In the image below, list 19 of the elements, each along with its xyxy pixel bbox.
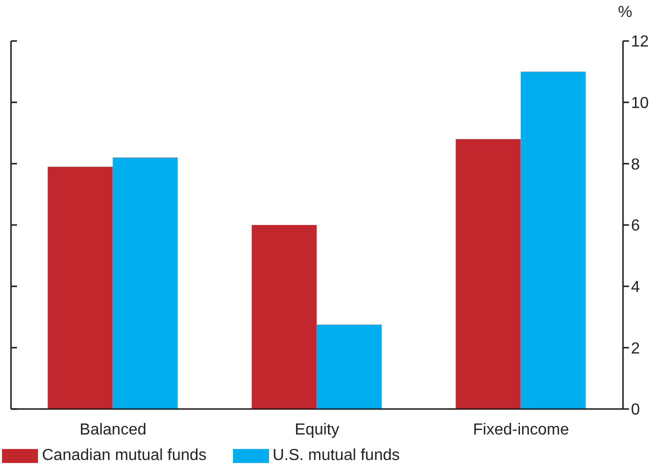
- x-tick-label: Balanced: [80, 421, 146, 438]
- y-axis-title: %: [618, 4, 632, 22]
- x-tick-label: Equity: [294, 421, 340, 438]
- legend-label: U.S. mutual funds: [272, 447, 400, 465]
- y-tick-label: 4: [631, 279, 640, 296]
- bar: [520, 72, 586, 409]
- y-tick-label: 2: [631, 340, 640, 358]
- y-tick-label: 6: [631, 218, 640, 235]
- y-tick-label: 0: [631, 402, 640, 419]
- bar: [48, 166, 113, 409]
- bar: [456, 139, 521, 409]
- bar: [112, 158, 178, 409]
- y-tick-label: 8: [631, 156, 640, 174]
- y-tick-label: 10: [631, 95, 649, 112]
- bar: [252, 225, 317, 409]
- x-tick-label: Fixed-income: [472, 421, 570, 438]
- legend-label: Canadian mutual funds: [42, 447, 207, 465]
- y-tick-label: 12: [631, 34, 649, 51]
- bar: [316, 324, 382, 409]
